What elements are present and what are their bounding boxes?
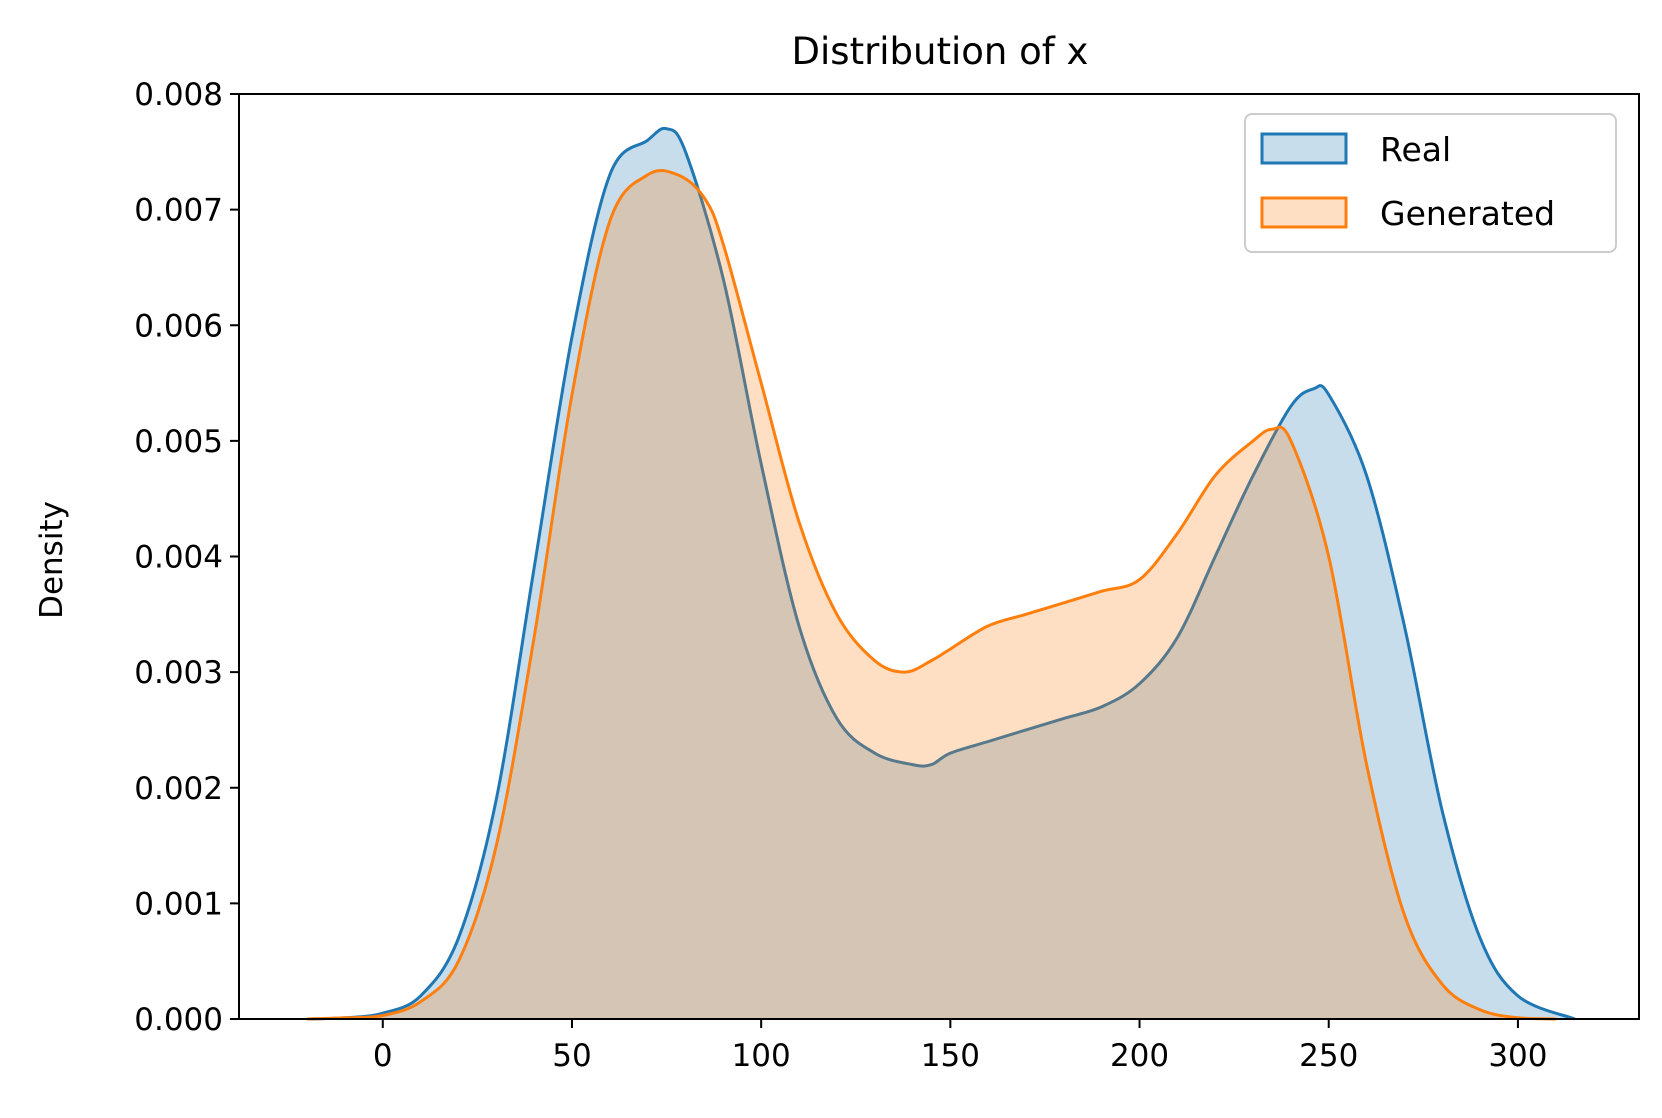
axis-ticks: 0 50 100 150 200 250 300 0.000 0.001 0.002 0.003 0.… [134,77,1547,1074]
x-tick-label: 50 [552,1038,591,1074]
x-tick-label: 300 [1488,1038,1547,1074]
x-tick-label: 0 [373,1038,393,1074]
legend-swatch-generated [1260,196,1348,229]
series-generated-line [307,169,1556,1021]
series-real-fill [307,128,1575,1019]
legend-label-real: Real [1380,130,1451,169]
y-tick-label: 0.006 [134,308,223,344]
legend-swatch-real [1260,132,1348,165]
plot-area [307,126,1576,1021]
x-tick-label: 150 [921,1038,980,1074]
y-tick-label: 0.007 [134,193,223,229]
y-tick-label: 0.008 [134,77,223,113]
x-tick-label: 250 [1299,1038,1358,1074]
y-tick-label: 0.005 [134,424,223,460]
legend-box [1244,113,1617,253]
series-generated-fill [307,170,1556,1019]
y-tick-label: 0.004 [134,540,223,576]
chart-title: Distribution of x [792,30,1089,73]
y-tick-label: 0.000 [134,1002,223,1038]
legend: Real Generated [1244,113,1617,253]
y-tick-label: 0.003 [134,655,223,691]
plot-frame [238,93,1640,1020]
x-tick-label: 200 [1110,1038,1169,1074]
y-tick-label: 0.002 [134,771,223,807]
legend-label-generated: Generated [1380,194,1555,233]
y-tick-label: 0.001 [134,886,223,922]
y-axis-label: Density [34,501,70,619]
series-real-line [307,126,1576,1021]
x-tick-label: 100 [732,1038,791,1074]
